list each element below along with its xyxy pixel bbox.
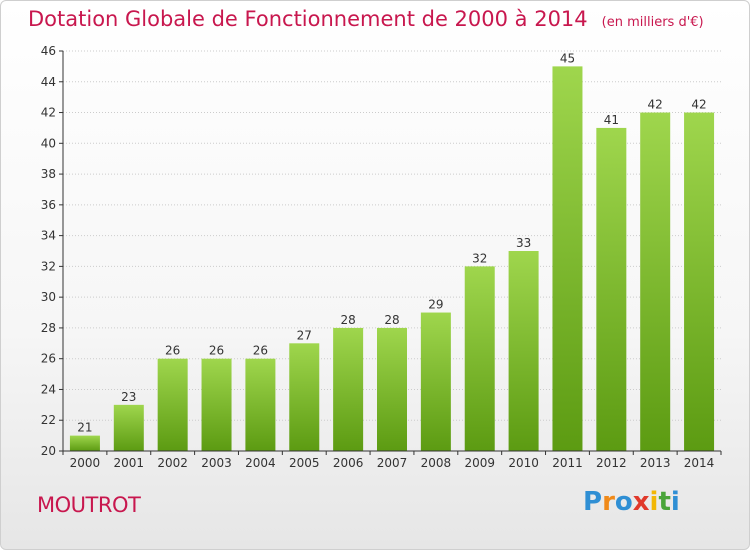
- x-tick-label: 2014: [684, 456, 715, 470]
- y-tick-label: 38: [41, 167, 56, 181]
- bar-2005: [289, 343, 320, 451]
- logo-letter: t: [658, 487, 671, 517]
- bar-2000: [69, 435, 100, 451]
- logo-letter: r: [602, 487, 615, 517]
- x-tick-label: 2013: [640, 456, 671, 470]
- chart-subtitle: (en milliers d'€): [601, 15, 704, 30]
- bar-2014: [684, 112, 715, 452]
- data-label: 42: [648, 98, 663, 112]
- y-tick-label: 26: [41, 352, 56, 366]
- bar-2011: [552, 66, 583, 451]
- bar-2013: [640, 112, 671, 452]
- bar-2006: [333, 327, 364, 451]
- y-tick-label: 28: [41, 321, 56, 335]
- bar-2007: [377, 327, 407, 451]
- data-label: 28: [384, 313, 399, 327]
- data-label: 45: [560, 51, 575, 65]
- data-label: 32: [472, 251, 487, 265]
- axes: 20 22 24 26 28 30 32 34 36 38 40 42 44 46 2000 2001 2002…: [41, 44, 722, 470]
- x-tick-label: 2008: [421, 456, 452, 470]
- x-tick-label: 2004: [245, 456, 276, 470]
- data-label: 26: [253, 344, 268, 358]
- bars: 21 23 26 26 26 27 28 28 29 32 33 45 41 42 42: [69, 51, 715, 452]
- bar-2001: [113, 404, 144, 451]
- y-tick-label: 32: [41, 259, 56, 273]
- x-tick-label: 2012: [596, 456, 627, 470]
- x-tick-label: 2003: [201, 456, 232, 470]
- chart-title: Dotation Globale de Fonctionnement de 20…: [28, 7, 704, 31]
- data-label: 41: [604, 113, 619, 127]
- bar-2009: [464, 266, 495, 451]
- y-tick-label: 22: [41, 413, 56, 427]
- x-tick-label: 2005: [289, 456, 320, 470]
- data-label: 28: [340, 313, 355, 327]
- y-tick-label: 46: [41, 44, 56, 58]
- logo-letter: i: [649, 487, 659, 517]
- data-label: 42: [691, 98, 706, 112]
- x-tick-label: 2011: [552, 456, 583, 470]
- data-label: 29: [428, 298, 443, 312]
- y-tick-label: 24: [41, 382, 56, 396]
- x-tick-label: 2007: [377, 456, 408, 470]
- y-tick-label: 40: [41, 136, 56, 150]
- x-tick-label: 2010: [508, 456, 539, 470]
- bar-2012: [596, 127, 627, 451]
- data-label: 21: [77, 421, 92, 435]
- logo-letter: i: [670, 487, 680, 517]
- data-label: 23: [121, 390, 136, 404]
- bar-2010: [508, 251, 539, 451]
- data-label: 26: [165, 344, 180, 358]
- y-tick-label: 30: [41, 290, 56, 304]
- y-tick-label: 20: [41, 444, 56, 458]
- y-tick-label: 36: [41, 198, 56, 212]
- x-tick-label: 2002: [157, 456, 188, 470]
- x-tick-label: 2006: [333, 456, 364, 470]
- data-label: 33: [516, 236, 531, 250]
- data-label: 27: [297, 328, 312, 342]
- x-tick-label: 2000: [70, 456, 101, 470]
- bar-2004: [245, 358, 276, 451]
- y-tick-label: 34: [41, 229, 56, 243]
- y-tick-label: 44: [41, 75, 56, 89]
- y-tick-label: 42: [41, 106, 56, 120]
- bar-2008: [420, 312, 451, 451]
- logo-letter: P: [583, 487, 603, 517]
- town-name: MOUTROT: [37, 493, 141, 517]
- bar-2003: [201, 358, 232, 451]
- logo-letter: o: [614, 487, 633, 517]
- proxiti-logo: Proxiti: [583, 487, 680, 517]
- logo-letter: x: [632, 487, 650, 517]
- x-tick-label: 2001: [114, 456, 145, 470]
- bar-2002: [157, 358, 188, 451]
- data-label: 26: [209, 344, 224, 358]
- title-text: Dotation Globale de Fonctionnement de 20…: [28, 7, 588, 31]
- x-tick-label: 2009: [464, 456, 495, 470]
